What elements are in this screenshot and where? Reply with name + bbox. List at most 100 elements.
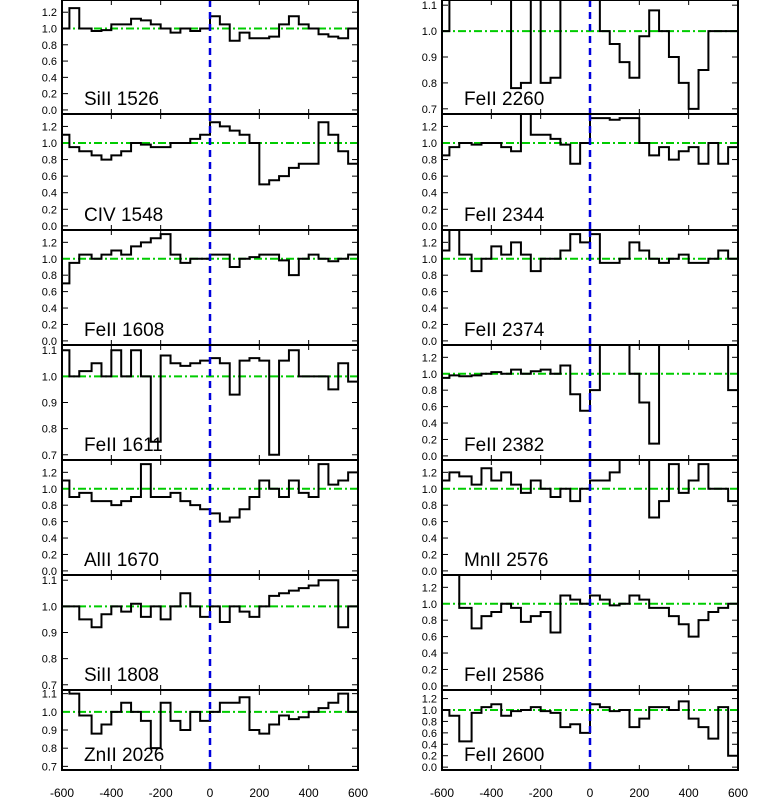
ytick-label: 1.0 — [42, 371, 57, 383]
panel-label: FeII 2600 — [464, 745, 544, 766]
panel: 0.0 0.2 0.4 0.6 0.8 1.0 1.2 AlII 1670 — [42, 459, 359, 578]
ytick-label: 1.1 — [42, 689, 57, 701]
panel-label: FeII 2374 — [464, 320, 545, 341]
ytick-label: 1.0 — [42, 707, 57, 719]
panel-label: FeII 1608 — [84, 320, 164, 341]
ytick-label: 0.0 — [422, 762, 437, 774]
ytick-label: 1.0 — [42, 138, 57, 150]
panel-label: FeII 2382 — [464, 435, 544, 456]
panel-label: FeII 2260 — [464, 89, 544, 110]
ytick-label: 0.6 — [422, 287, 437, 299]
ytick-label: 1.0 — [42, 484, 57, 496]
ytick-label: 1.2 — [422, 352, 437, 364]
ytick-label: 1.0 — [422, 138, 437, 150]
ytick-label: 1.0 — [42, 601, 57, 613]
ytick-label: 0.2 — [42, 319, 57, 331]
ytick-label: 1.0 — [422, 254, 437, 266]
xtick-label: 0 — [587, 786, 594, 800]
panel-label: SiII 1808 — [84, 665, 159, 686]
ytick-label: 0.9 — [42, 628, 57, 640]
panel: 0.0 0.2 0.4 0.6 0.8 1.0 1.2 FeII 2344 — [422, 113, 739, 233]
xtick-label: 400 — [679, 786, 699, 800]
ytick-label: 0.2 — [422, 664, 437, 676]
ytick-label: 1.2 — [422, 467, 437, 479]
panel-label: AlII 1670 — [84, 550, 159, 571]
ytick-label: 0.6 — [42, 56, 57, 68]
ytick-label: 0.8 — [42, 654, 57, 666]
xtick-label: -200 — [149, 786, 173, 800]
ytick-label: 0.6 — [42, 517, 57, 529]
ytick-label: 0.8 — [422, 78, 437, 90]
ytick-label: 0.6 — [422, 171, 437, 183]
ytick-label: 0.2 — [422, 549, 437, 561]
panel: 0.0 0.2 0.4 0.6 0.8 1.0 1.2 FeII 2586 — [422, 574, 739, 693]
spectrum-line — [442, 345, 738, 445]
ytick-label: 1.2 — [42, 467, 57, 479]
ytick-label: 0.0 — [422, 336, 437, 348]
ytick-label: 0.4 — [42, 72, 57, 84]
ytick-label: 0.9 — [422, 52, 437, 64]
panel: 0.7 0.8 0.9 1.0 1.1 ZnII 2026 — [42, 689, 359, 773]
ytick-label: 0.8 — [422, 270, 437, 282]
ytick-label: 1.0 — [422, 599, 437, 611]
spectrum-line — [442, 460, 738, 519]
ytick-label: 0.2 — [42, 204, 57, 216]
ytick-label: 0.8 — [422, 155, 437, 167]
ytick-label: 1.0 — [422, 26, 437, 38]
ytick-label: 1.1 — [422, 0, 437, 12]
ytick-label: 0.8 — [42, 743, 57, 755]
ytick-label: 1.0 — [422, 705, 437, 717]
panel: 0.0 0.2 0.4 0.6 0.8 1.0 1.2 SiII 1526 — [42, 0, 359, 117]
ytick-label: 0.8 — [42, 155, 57, 167]
ytick-label: 0.4 — [42, 303, 57, 315]
ytick-label: 0.2 — [422, 434, 437, 446]
panel-label: FeII 1611 — [84, 435, 163, 456]
ytick-label: 0.2 — [42, 89, 57, 101]
ytick-label: 1.2 — [422, 582, 437, 594]
ytick-label: 0.8 — [422, 615, 437, 627]
panel-frame — [441, 689, 739, 771]
ytick-label: 0.7 — [42, 761, 57, 773]
ytick-label: 1.0 — [42, 254, 57, 266]
panel-label: FeII 2586 — [464, 665, 544, 686]
ytick-label: 1.1 — [42, 575, 57, 587]
ytick-label: 0.8 — [42, 424, 57, 436]
ytick-label: 0.4 — [422, 739, 437, 751]
panel-frame — [61, 689, 359, 771]
ytick-label: 0.0 — [422, 566, 437, 578]
ytick-label: 0.8 — [422, 716, 437, 728]
ytick-label: 0.4 — [422, 648, 437, 660]
panel-label: CIV 1548 — [84, 205, 163, 226]
ytick-label: 0.0 — [422, 221, 437, 233]
ytick-label: 0.8 — [422, 385, 437, 397]
panel-label: FeII 2344 — [464, 205, 545, 226]
panel: 0.0 0.2 0.4 0.6 0.8 1.0 1.2 CIV 1548 — [42, 113, 359, 233]
ytick-label: 0.0 — [42, 336, 57, 348]
ytick-label: 0.8 — [42, 40, 57, 52]
ytick-label: 1.2 — [42, 7, 57, 19]
xtick-label: -600 — [50, 786, 74, 800]
panel: 0.7 0.8 0.9 1.0 1.1 FeII 2260 — [422, 0, 739, 116]
xtick-label: -600 — [430, 786, 454, 800]
ytick-label: 1.2 — [422, 237, 437, 249]
ytick-label: 0.4 — [42, 188, 57, 200]
ytick-label: 1.2 — [42, 237, 57, 249]
ytick-label: 0.7 — [42, 450, 57, 462]
ytick-label: 0.6 — [422, 517, 437, 529]
ytick-label: 0.6 — [422, 402, 437, 414]
ytick-label: 0.8 — [42, 500, 57, 512]
ytick-label: 0.2 — [422, 204, 437, 216]
ytick-label: 1.2 — [42, 121, 57, 133]
ytick-label: 0.7 — [422, 104, 437, 116]
ytick-label: 0.8 — [422, 500, 437, 512]
xtick-label: -400 — [99, 786, 123, 800]
ytick-label: 0.9 — [42, 725, 57, 737]
ytick-label: 0.6 — [422, 632, 437, 644]
ytick-label: 0.0 — [42, 221, 57, 233]
spectrum-line — [442, 0, 738, 110]
panel: 0.0 0.2 0.4 0.6 0.8 1.0 1.2 FeII 2382 — [422, 344, 739, 463]
ytick-label: 0.7 — [42, 680, 57, 692]
